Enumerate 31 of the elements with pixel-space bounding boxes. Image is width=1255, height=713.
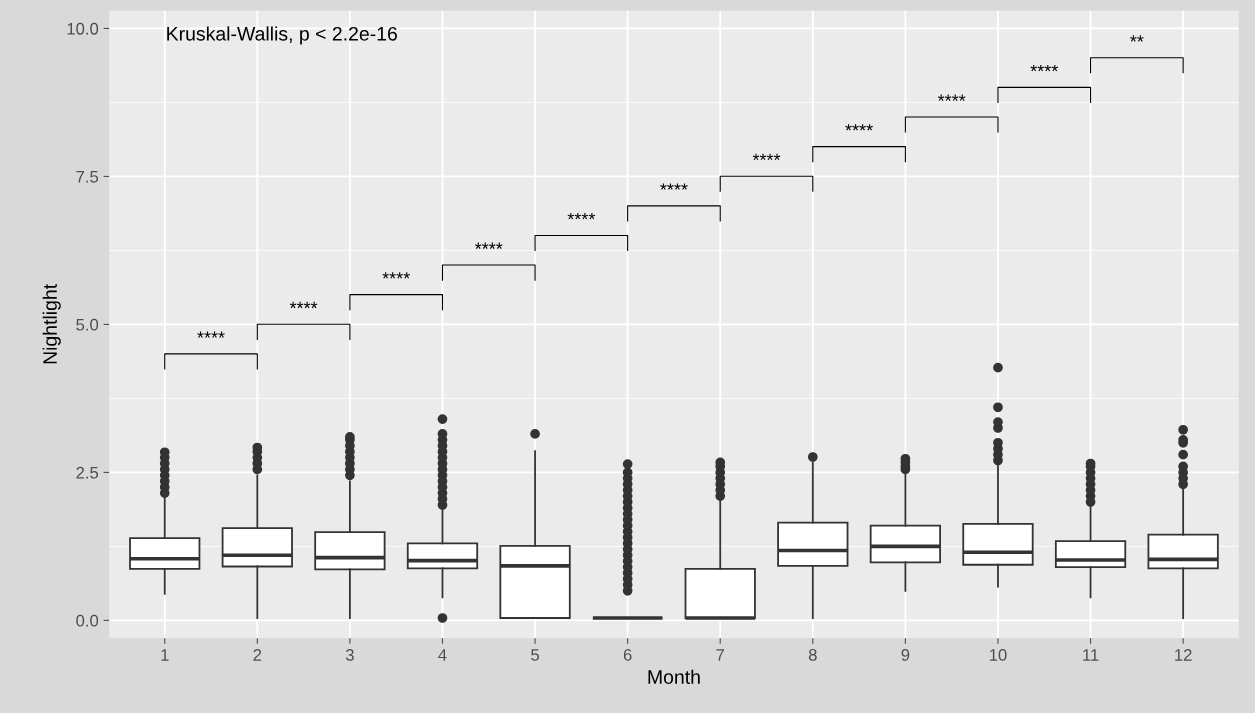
annotation: **** — [937, 94, 966, 101]
y-tick-label: 7.5 — [76, 171, 99, 183]
x-tick-label: 5 — [531, 649, 539, 661]
x-tick-label: 7 — [716, 649, 725, 661]
y-tick-label: 0.0 — [76, 614, 99, 627]
annotation: Kruskal-Wallis, p < 2.2e-16 — [167, 26, 397, 45]
x-tick-label: 4 — [438, 649, 447, 661]
annotation: **** — [382, 272, 410, 279]
y-tick-label: 10.0 — [67, 22, 99, 35]
x-tick-label: 1 — [161, 649, 169, 661]
annotation: **** — [845, 124, 873, 131]
annotation: **** — [289, 301, 318, 309]
annotation: **** — [660, 183, 688, 190]
annotation: **** — [475, 242, 503, 249]
x-tick-label: 12 — [1175, 648, 1192, 661]
x-tick-label: 9 — [901, 648, 910, 661]
annotation: **** — [1030, 64, 1059, 72]
x-tick-label: 10 — [989, 648, 1007, 661]
x-tick-label: 11 — [1083, 649, 1099, 661]
annotation: **** — [752, 153, 781, 161]
y-tick-label: 5.0 — [76, 318, 99, 331]
x-tick-label: 8 — [808, 648, 817, 661]
y-tick-label: 2.5 — [76, 466, 99, 479]
annotation: ** — [1130, 35, 1144, 42]
annotation: **** — [567, 213, 596, 220]
y-axis-title: Nightlight — [42, 284, 61, 364]
x-tick-label: 2 — [253, 648, 262, 661]
annotation: **** — [197, 331, 225, 338]
x-axis-title: Month — [648, 669, 700, 684]
x-tick-label: 3 — [345, 648, 354, 661]
x-tick-label: 6 — [623, 648, 632, 661]
